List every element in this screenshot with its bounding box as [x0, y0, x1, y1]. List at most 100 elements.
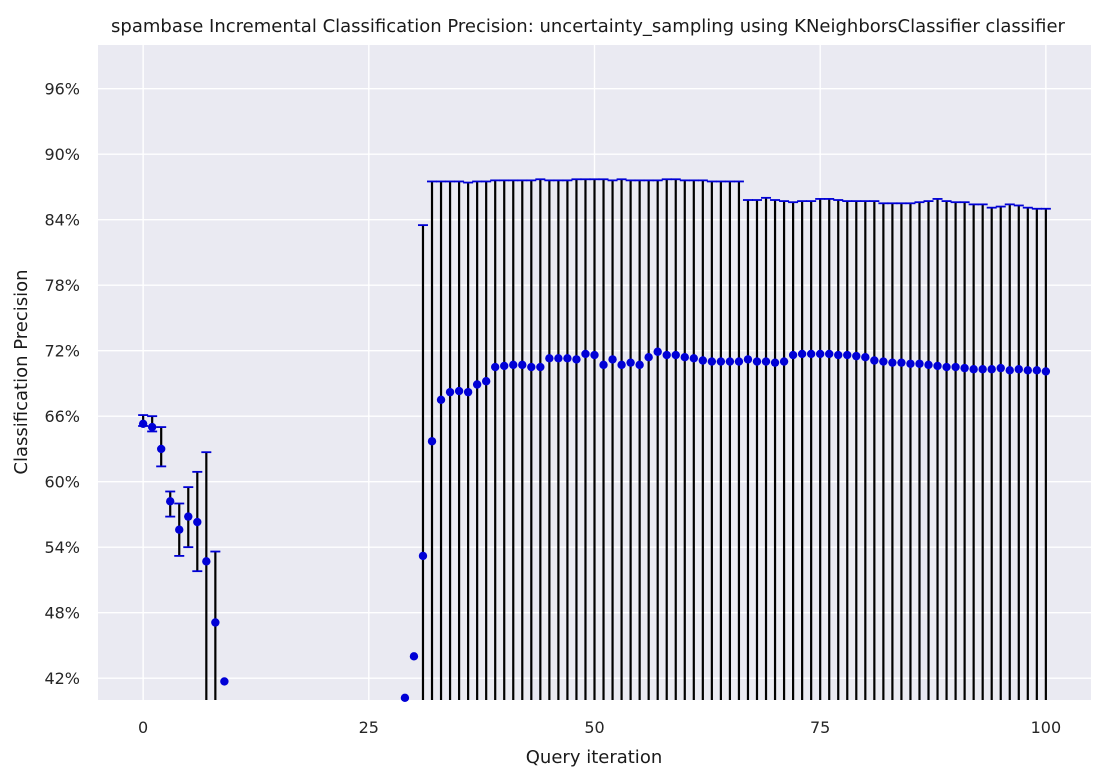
- x-tick-label: 75: [810, 718, 830, 737]
- x-axis-ticks: 0 25 50 75 100: [138, 718, 1061, 737]
- data-point: [156, 444, 166, 454]
- data-point: [770, 358, 780, 367]
- data-point: [734, 357, 744, 366]
- data-point: [870, 356, 879, 365]
- data-point: [879, 357, 888, 366]
- data-point: [933, 361, 942, 371]
- data-point: [671, 350, 680, 360]
- y-tick-label: 48%: [44, 604, 80, 623]
- data-point: [852, 351, 861, 361]
- data-point: [527, 362, 536, 372]
- data-point: [193, 517, 202, 527]
- data-point: [581, 349, 590, 359]
- data-point: [608, 355, 617, 364]
- data-point: [599, 360, 608, 370]
- data-point: [662, 350, 671, 360]
- data-point: [725, 357, 735, 366]
- data-point: [418, 551, 428, 561]
- y-tick-label: 54%: [44, 538, 80, 557]
- y-tick-label: 72%: [44, 342, 80, 361]
- data-point: [500, 361, 509, 371]
- data-point: [834, 350, 843, 360]
- data-point: [960, 363, 969, 373]
- data-point: [644, 353, 653, 362]
- y-axis-label: Classification Precision: [11, 269, 32, 474]
- data-point: [563, 354, 572, 363]
- y-tick-label: 42%: [44, 669, 80, 688]
- error-bars: [138, 178, 1051, 700]
- data-point: [454, 386, 464, 396]
- data-point: [175, 525, 184, 534]
- data-point: [797, 349, 807, 359]
- data-point: [590, 350, 599, 360]
- data-point: [761, 357, 771, 366]
- data-point: [445, 387, 455, 397]
- data-point: [1014, 365, 1023, 374]
- y-tick-label: 60%: [44, 473, 80, 492]
- data-point: [463, 387, 473, 397]
- data-point: [472, 380, 482, 389]
- data-point: [716, 357, 726, 366]
- data-point: [906, 359, 915, 368]
- data-point: [138, 419, 148, 429]
- data-point: [707, 357, 717, 366]
- data-point: [481, 377, 491, 386]
- data-point: [815, 349, 825, 359]
- x-axis-label: Query iteration: [526, 747, 662, 768]
- data-point: [554, 354, 563, 363]
- data-point: [698, 356, 708, 365]
- data-point: [752, 357, 762, 366]
- data-point: [969, 365, 978, 374]
- data-point: [211, 618, 220, 627]
- data-point: [987, 365, 996, 374]
- data-point: [409, 652, 419, 661]
- data-point: [653, 347, 662, 356]
- x-tick-label: 100: [1031, 718, 1062, 737]
- data-point: [635, 360, 644, 370]
- data-point: [572, 355, 581, 364]
- x-tick-label: 50: [584, 718, 604, 737]
- data-point: [924, 360, 933, 370]
- y-tick-label: 78%: [44, 276, 80, 295]
- data-point: [942, 362, 951, 372]
- data-point: [436, 395, 446, 404]
- y-tick-label: 66%: [44, 407, 80, 426]
- data-point: [978, 365, 987, 374]
- data-point: [1041, 367, 1051, 376]
- data-point: [509, 360, 518, 370]
- data-point: [147, 422, 157, 432]
- data-point: [843, 350, 852, 360]
- data-point: [680, 353, 689, 362]
- data-point: [184, 512, 193, 521]
- data-point: [491, 362, 500, 372]
- data-point: [743, 355, 753, 364]
- chart-title: spambase Incremental Classification Prec…: [111, 16, 1065, 37]
- y-tick-label: 90%: [44, 145, 80, 164]
- data-point: [545, 354, 554, 363]
- data-point: [400, 693, 410, 703]
- data-point: [1023, 366, 1033, 375]
- data-point: [779, 357, 789, 366]
- y-axis-ticks: 42% 48% 54% 60% 66% 72% 78% 84% 90% 96%: [44, 80, 80, 689]
- y-tick-label: 84%: [44, 211, 80, 230]
- data-point: [689, 354, 698, 363]
- data-point: [220, 677, 229, 686]
- data-point: [951, 362, 960, 372]
- data-point: [996, 363, 1005, 373]
- data-points: [138, 347, 1051, 703]
- x-tick-label: 0: [138, 718, 148, 737]
- data-point: [897, 358, 906, 367]
- data-point: [1005, 366, 1014, 375]
- y-tick-label: 96%: [44, 80, 80, 99]
- data-point: [825, 349, 834, 359]
- data-point: [888, 358, 897, 367]
- data-point: [617, 360, 626, 370]
- data-point: [536, 362, 545, 372]
- x-tick-label: 25: [359, 718, 379, 737]
- data-point: [202, 557, 211, 566]
- data-point: [861, 353, 870, 362]
- data-point: [518, 360, 527, 370]
- data-point: [915, 359, 924, 368]
- data-point: [788, 350, 798, 360]
